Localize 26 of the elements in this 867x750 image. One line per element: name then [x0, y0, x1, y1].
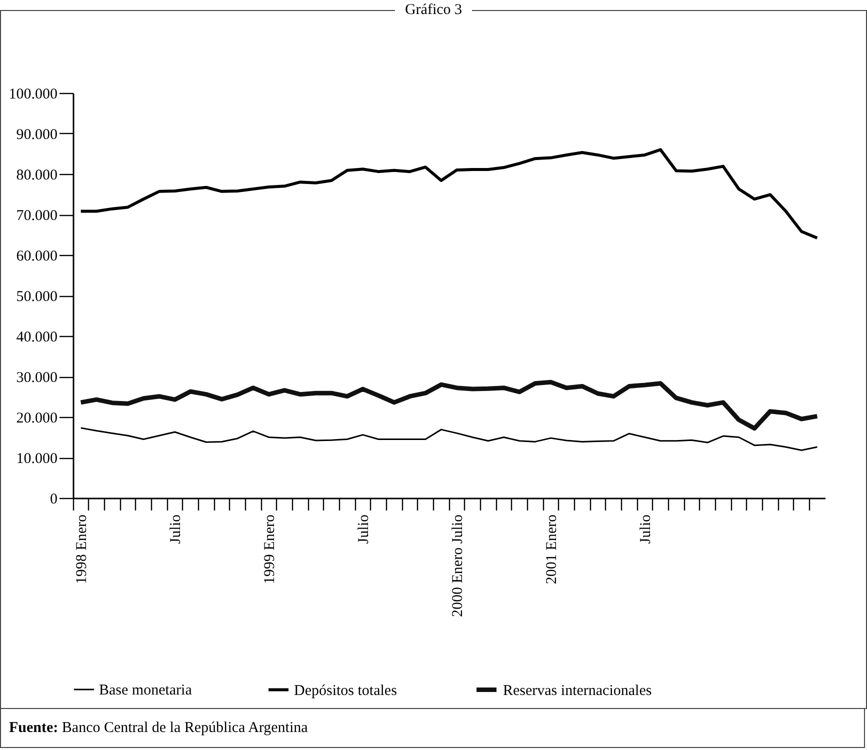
- legend-label: Reservas internacionales: [503, 682, 652, 699]
- legend-label: Depósitos totales: [294, 682, 398, 699]
- y-tick-label: 60.000: [16, 248, 58, 264]
- y-tick-label: 90.000: [16, 127, 58, 143]
- line-series: [79, 148, 819, 240]
- legend-label: Base monetaria: [99, 682, 192, 698]
- x-tick-label: 1999 Enero: [262, 514, 278, 584]
- x-tick-label: Julio: [638, 514, 654, 544]
- y-tick-label: 80.000: [16, 168, 58, 184]
- source-note: Fuente: Banco Central de la República Argentina: [9, 719, 309, 738]
- x-tick-label: 1998 Enero: [74, 514, 90, 584]
- y-tick-label: 10.000: [16, 451, 58, 467]
- line-series: [78, 380, 820, 431]
- x-tick-label: Julio: [356, 514, 372, 544]
- chart-title: Gráfico 3: [394, 2, 472, 18]
- x-tick-label: Julio: [168, 514, 184, 544]
- x-tick-label: 2000 Enero Julio: [450, 514, 466, 617]
- y-tick-label: 50.000: [16, 289, 58, 305]
- y-tick-label: 20.000: [16, 410, 58, 426]
- y-tick-label: 100.000: [8, 86, 58, 102]
- line-series: [80, 427, 818, 451]
- y-tick-label: 0: [50, 492, 58, 508]
- y-tick-label: 70.000: [16, 208, 58, 224]
- x-tick-label: 2001 Enero: [544, 514, 560, 584]
- y-tick-label: 30.000: [16, 370, 58, 386]
- y-tick-label: 40.000: [16, 330, 58, 346]
